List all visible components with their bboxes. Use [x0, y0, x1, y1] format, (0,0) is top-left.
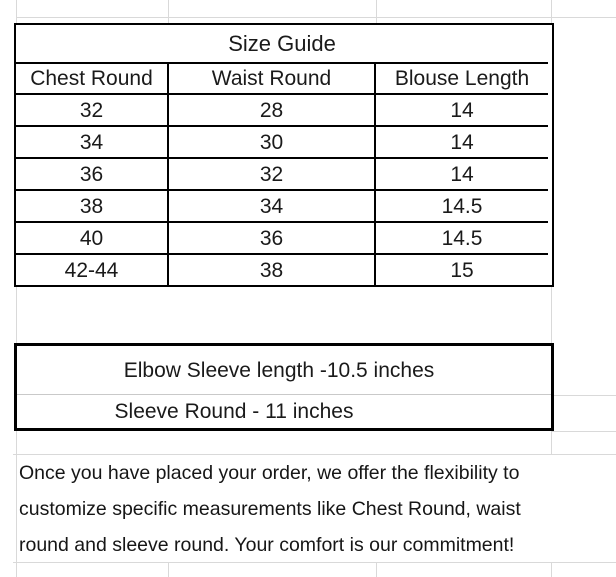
table-cell: 36 — [167, 221, 374, 253]
sleeve-round-line: Sleeve Round - 11 inches — [17, 394, 551, 428]
table-cell: 38 — [16, 189, 167, 221]
gridline-v — [551, 0, 552, 23]
size-guide-title: Size Guide — [228, 30, 336, 56]
table-cell: 32 — [16, 93, 167, 125]
column-header-blouse-length: Blouse Length — [374, 62, 548, 93]
table-cell: 14 — [374, 125, 548, 157]
gridline-v — [376, 0, 377, 23]
gridline-v — [376, 562, 377, 577]
gridline-v — [168, 562, 169, 577]
note-line: Once you have placed your order, we offe… — [19, 462, 520, 484]
gridline-v — [168, 0, 169, 23]
table-cell: 28 — [167, 93, 374, 125]
sleeve-length-line: Elbow Sleeve length -10.5 inches — [123, 358, 435, 382]
table-cell: 34 — [167, 189, 374, 221]
note-line: customize specific measurements like Che… — [19, 498, 521, 520]
table-cell: 14 — [374, 93, 548, 125]
table-cell: 36 — [16, 157, 167, 189]
sleeve-measurements-box: Elbow Sleeve length -10.5 inches Sleeve … — [14, 343, 554, 431]
table-cell: 32 — [167, 157, 374, 189]
gridline-h — [551, 395, 616, 396]
customization-note: Once you have placed your order, we offe… — [19, 455, 616, 563]
table-cell: 15 — [374, 253, 548, 285]
table-cell: 42-44 — [16, 253, 167, 285]
note-line: round and sleeve round. Your comfort is … — [19, 534, 515, 556]
gridline-v — [551, 431, 552, 454]
column-header-chest-round: Chest Round — [16, 62, 167, 93]
table-cell: 14.5 — [374, 189, 548, 221]
table-cell: 14.5 — [374, 221, 548, 253]
gridline-h — [16, 17, 616, 18]
size-guide-table: Size Guide Chest Round Waist Round Blous… — [14, 23, 554, 287]
gridline-h — [13, 454, 616, 455]
gridline-v — [551, 562, 552, 577]
gridline-h — [13, 562, 616, 563]
gridline-h — [551, 431, 616, 432]
column-header-waist-round: Waist Round — [167, 62, 374, 93]
table-cell: 30 — [167, 125, 374, 157]
gridline-v — [16, 0, 17, 577]
table-cell: 14 — [374, 157, 548, 189]
table-cell: 38 — [167, 253, 374, 285]
gridline-v — [551, 287, 552, 343]
table-cell: 40 — [16, 221, 167, 253]
table-cell: 34 — [16, 125, 167, 157]
